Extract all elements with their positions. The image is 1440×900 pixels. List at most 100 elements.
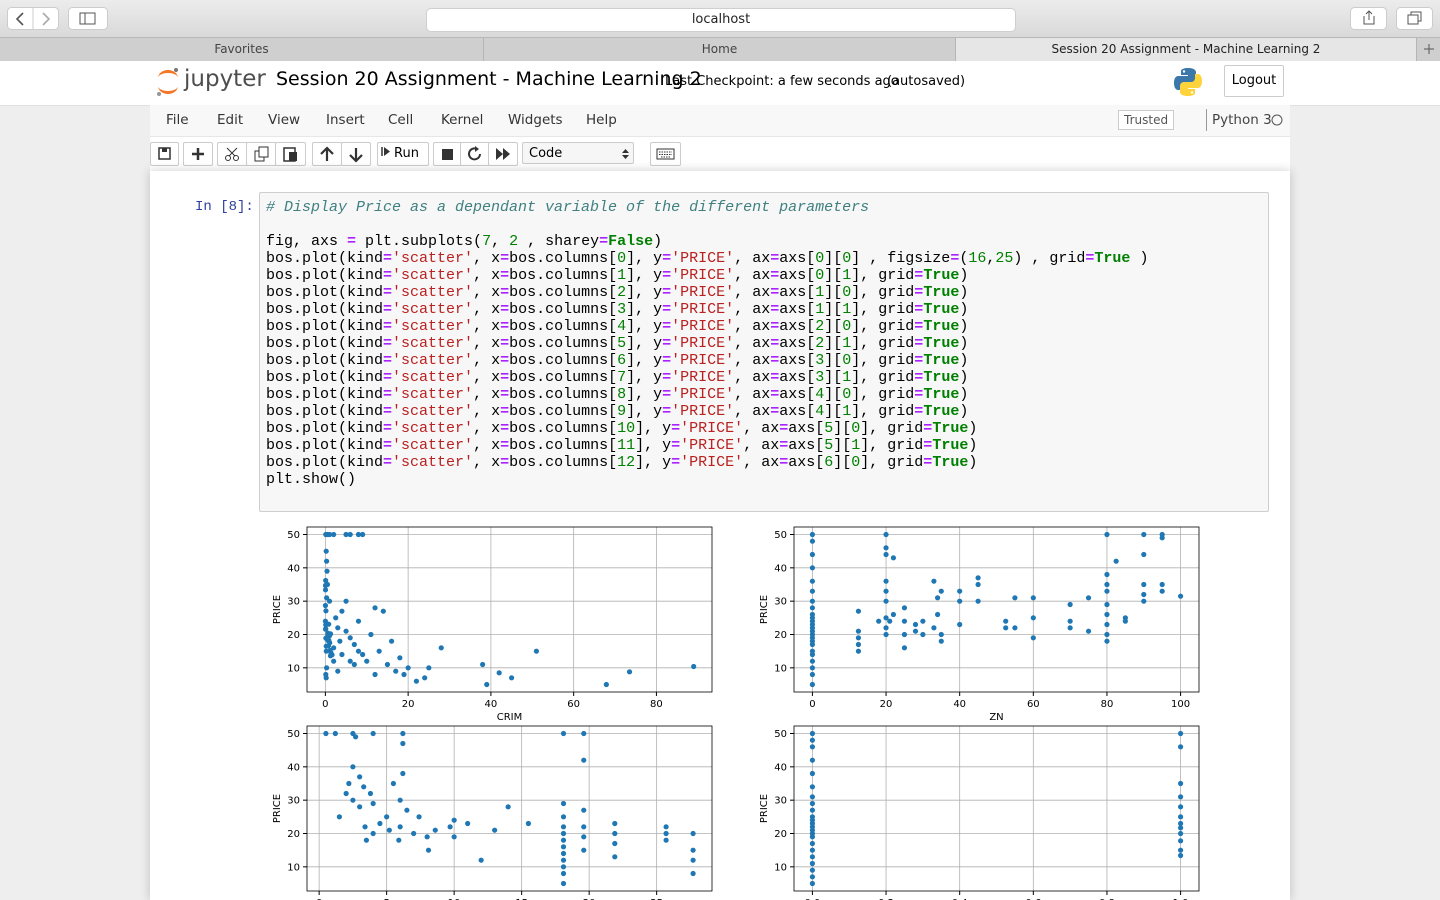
menu-item[interactable]: Kernel: [441, 112, 484, 128]
scatter-point: [1067, 601, 1073, 608]
scatter-point: [809, 531, 816, 538]
code-token: ][: [824, 352, 843, 369]
y-tick-label: 40: [287, 563, 300, 574]
code-token: =: [671, 454, 681, 471]
code-token: ], y: [626, 369, 663, 386]
insert-button[interactable]: [183, 142, 213, 166]
y-tick-label: 40: [774, 563, 787, 574]
x-tick-label: 0.2: [878, 898, 894, 900]
x-tick-label: 40: [485, 699, 498, 710]
y-tick-label: 20: [774, 630, 787, 641]
code-token: , ax: [734, 403, 771, 420]
window-buttons[interactable]: [1350, 7, 1434, 31]
nav-buttons[interactable]: [7, 7, 59, 31]
scatter-point: [809, 611, 816, 618]
sidebar-button[interactable]: [68, 7, 108, 31]
paste-button[interactable]: [275, 142, 306, 166]
code-token: 1: [842, 403, 852, 420]
code-token: =: [383, 352, 393, 369]
code-token: True: [932, 454, 969, 471]
scatter-point: [809, 565, 816, 571]
browser-toolbar: localhost: [0, 0, 1440, 38]
code-cell[interactable]: # Display Price as a dependant variable …: [259, 192, 1269, 512]
save-button[interactable]: [150, 142, 179, 166]
scatter-point: [323, 675, 329, 681]
menu-item[interactable]: Help: [586, 112, 617, 128]
code-token: 'scatter': [392, 454, 474, 471]
code-token: =: [662, 403, 672, 420]
menu-item[interactable]: View: [268, 112, 301, 128]
scatter-point: [496, 670, 502, 676]
code-token: ) bos.plot(kind: [266, 267, 969, 301]
scatter-point: [1177, 593, 1184, 599]
scatter-point: [690, 830, 696, 837]
scatter-point: [581, 824, 587, 830]
code-token: =: [770, 250, 780, 267]
scatter-point: [1067, 618, 1073, 624]
menu-item[interactable]: Edit: [217, 112, 244, 128]
scatter-point: [405, 665, 411, 671]
menu-item[interactable]: File: [166, 112, 189, 128]
code-token: bos.columns[: [509, 437, 618, 454]
cut-button[interactable]: [217, 142, 248, 166]
code-token: axs[: [779, 267, 816, 284]
scatter-point: [560, 730, 567, 737]
jupyter-logo[interactable]: jupyter: [184, 66, 266, 92]
code-token: 9: [617, 403, 627, 420]
code-token: 1: [842, 267, 852, 284]
code-token: =: [383, 454, 393, 471]
tab-active[interactable]: Session 20 Assignment - Machine Learning…: [956, 38, 1417, 61]
keyboard-button[interactable]: [650, 142, 681, 166]
tab[interactable]: Favorites: [0, 38, 484, 61]
scatter-point: [612, 854, 618, 860]
scatter-point: [323, 548, 329, 554]
trusted-indicator[interactable]: Trusted: [1118, 110, 1175, 130]
scatter-point: [1159, 588, 1165, 594]
scatter-point: [447, 824, 453, 830]
code-token: =: [914, 335, 924, 352]
run-button[interactable]: Run: [377, 142, 429, 166]
menu-item[interactable]: Cell: [388, 112, 414, 128]
code-token: 7: [617, 369, 627, 386]
cell-type-select[interactable]: Code: [522, 142, 634, 164]
toolbar: Run Code: [150, 137, 1290, 171]
menu-item[interactable]: Widgets: [508, 112, 563, 128]
y-tick-label: 10: [774, 663, 787, 674]
new-tab-button[interactable]: [1417, 38, 1440, 61]
scatter-point: [1104, 571, 1110, 578]
code-token: 'scatter': [392, 403, 474, 420]
tab[interactable]: Home: [484, 38, 956, 61]
move-up-button[interactable]: [312, 142, 342, 166]
menu-item[interactable]: Insert: [326, 112, 365, 128]
scatter-point: [975, 598, 981, 604]
code-token: 3: [815, 369, 825, 386]
code-token: True: [923, 386, 960, 403]
scatter-point: [901, 631, 908, 638]
logout-button[interactable]: Logout: [1224, 65, 1284, 97]
code-token: 25: [995, 250, 1014, 267]
code-token: bos.columns[: [509, 369, 618, 386]
scatter-point: [934, 595, 941, 601]
x-tick-label: 20: [880, 699, 893, 710]
move-down-button[interactable]: [341, 142, 371, 166]
scatter-point: [362, 824, 368, 830]
scatter-point: [883, 625, 889, 631]
code-token: ) bos.plot(kind: [266, 437, 978, 471]
run-all-button[interactable]: [488, 142, 518, 166]
code-token: =: [662, 284, 672, 301]
scatter-point: [1177, 804, 1184, 810]
code-token: ) bos.plot(kind: [266, 301, 969, 335]
code-token: ) , grid: [1013, 250, 1086, 267]
code-token: axs[: [779, 403, 816, 420]
code-token: , x: [473, 335, 501, 352]
code-token: True: [923, 301, 960, 318]
scatter-point: [393, 668, 399, 674]
notebook-title[interactable]: Session 20 Assignment - Machine Learning…: [276, 68, 702, 90]
scatter-point: [938, 631, 944, 638]
code-token: =: [383, 250, 393, 267]
code-token: bos.columns[: [509, 386, 618, 403]
code-token: =: [500, 420, 510, 437]
address-bar[interactable]: localhost: [426, 8, 1016, 32]
scatter-point: [480, 661, 486, 668]
code-token: 0: [815, 267, 825, 284]
